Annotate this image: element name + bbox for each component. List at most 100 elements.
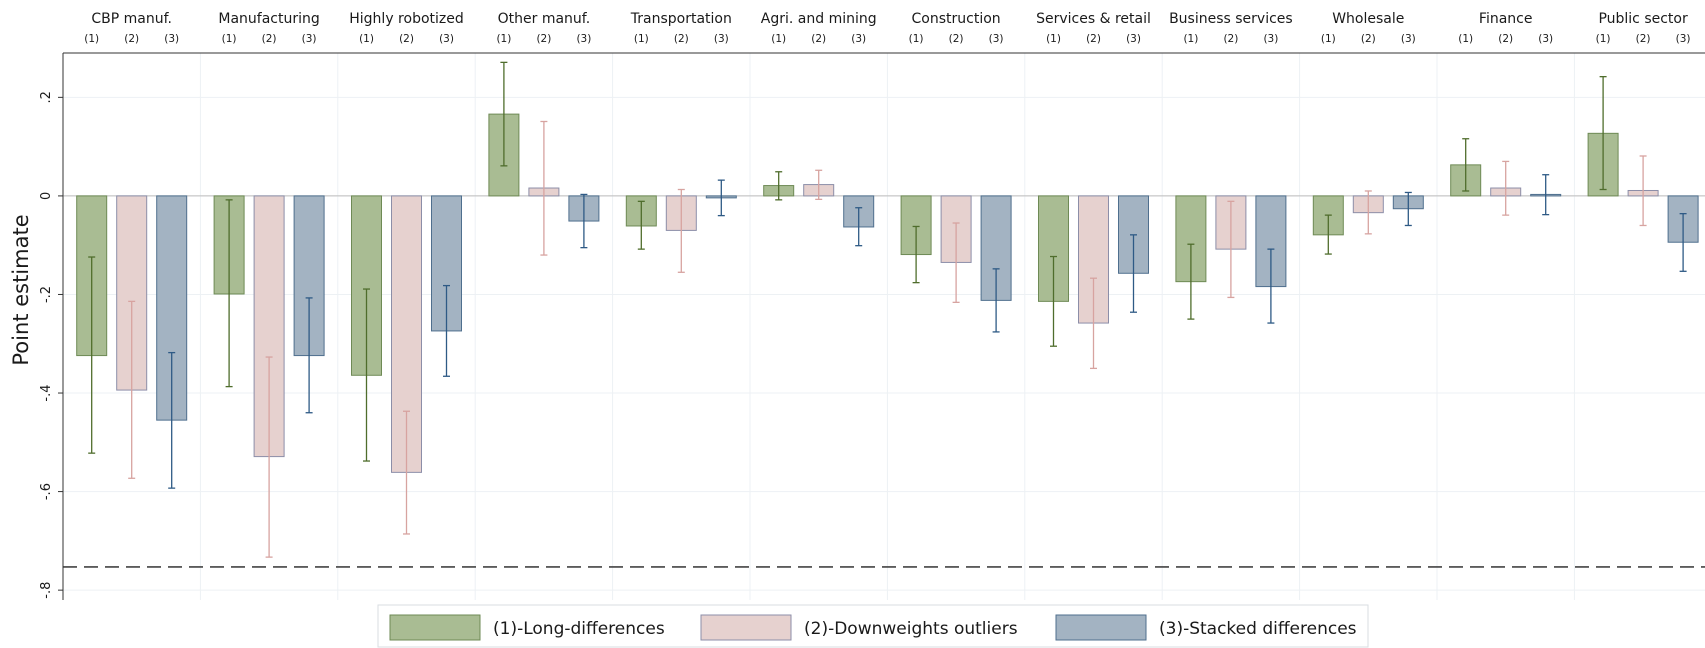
category-label-finance: Finance <box>1479 11 1533 27</box>
spec-label: (3) <box>1126 33 1141 45</box>
error-bar-wholesale-spec2 <box>1364 190 1372 235</box>
y-tick-label: -.4 <box>39 384 54 401</box>
category-label-business-services: Business services <box>1169 11 1293 27</box>
category-label-agri-and-mining: Agri. and mining <box>761 11 877 27</box>
category-label-services-retail: Services & retail <box>1036 11 1151 27</box>
spec-label: (1) <box>222 33 237 45</box>
bars-layer <box>76 61 1699 558</box>
category-label-wholesale: Wholesale <box>1332 11 1404 27</box>
grid-layer <box>63 53 1705 600</box>
y-tick-label: .2 <box>39 91 54 103</box>
error-bar-wholesale-spec3 <box>1404 191 1412 227</box>
spec-label: (1) <box>84 33 99 45</box>
error-bar-cbp-manuf-spec1 <box>88 256 96 454</box>
error-bar-transportation-spec2 <box>677 188 685 273</box>
error-bar-cbp-manuf-spec2 <box>128 300 136 479</box>
error-bar-other-manuf-spec2 <box>540 120 548 256</box>
spec-label: (2) <box>536 33 551 45</box>
spec-label: (1) <box>496 33 511 45</box>
spec-label: (2) <box>124 33 139 45</box>
legend-label-spec2: (2)-Downweights outliers <box>804 619 1018 639</box>
error-bar-highly-robotized-spec3 <box>443 284 450 377</box>
spec-label: (3) <box>302 33 317 45</box>
spec-label: (2) <box>399 33 414 45</box>
spec-label: (3) <box>1676 33 1691 45</box>
error-bar-public-sector-spec2 <box>1639 155 1647 227</box>
legend-box <box>377 604 1369 648</box>
spec-label: (3) <box>714 33 729 45</box>
error-bar-finance-spec2 <box>1502 160 1510 216</box>
spec-label: (1) <box>771 33 786 45</box>
error-bar-business-services-spec1 <box>1187 243 1195 320</box>
y-tick-label: -.8 <box>39 582 54 599</box>
legend-label-spec1: (1)-Long-differences <box>493 619 665 639</box>
error-bar-public-sector-spec1 <box>1599 76 1607 191</box>
error-bar-services-retail-spec2 <box>1090 277 1097 370</box>
error-bar-transportation-spec3 <box>717 179 725 217</box>
spec-label: (1) <box>634 33 649 45</box>
spec-label: (2) <box>674 33 689 45</box>
spec-label: (1) <box>1183 33 1198 45</box>
spec-label: (1) <box>1321 33 1336 45</box>
category-label-cbp-manuf: CBP manuf. <box>91 11 172 27</box>
spec-label: (2) <box>1223 33 1238 45</box>
spec-label: (2) <box>811 33 826 45</box>
category-label-other-manuf: Other manuf. <box>498 11 591 27</box>
spec-label: (2) <box>1086 33 1101 45</box>
spec-label: (1) <box>1046 33 1061 45</box>
error-bar-business-services-spec3 <box>1267 248 1275 324</box>
y-tick-label: -.6 <box>39 483 54 500</box>
y-axis-label: Point estimate <box>9 214 33 365</box>
error-bar-other-manuf-spec3 <box>580 193 588 249</box>
error-bar-agri-and-mining-spec3 <box>855 207 863 247</box>
spec-label: (1) <box>359 33 374 45</box>
error-bar-business-services-spec2 <box>1227 200 1235 299</box>
category-label-construction: Construction <box>912 11 1001 27</box>
spec-label: (3) <box>164 33 179 45</box>
legend: (1)-Long-differences (2)-Downweights outl… <box>377 604 1369 648</box>
spec-label: (2) <box>262 33 277 45</box>
error-bar-manufacturing-spec1 <box>225 199 233 388</box>
error-bar-services-retail-spec1 <box>1050 255 1057 347</box>
spec-label: (3) <box>1401 33 1416 45</box>
error-bar-agri-and-mining-spec2 <box>815 169 823 201</box>
spec-label: (2) <box>1361 33 1376 45</box>
category-label-highly-robotized: Highly robotized <box>349 11 464 27</box>
spec-label: (1) <box>1596 33 1611 45</box>
spec-label: (3) <box>439 33 454 45</box>
error-bar-construction-spec1 <box>912 225 920 284</box>
spec-label: (3) <box>1263 33 1278 45</box>
error-bar-transportation-spec1 <box>637 200 645 250</box>
error-bar-construction-spec2 <box>952 222 960 304</box>
spec-label: (3) <box>1538 33 1553 45</box>
category-label-manufacturing: Manufacturing <box>218 11 319 27</box>
error-bar-construction-spec3 <box>992 268 1000 333</box>
top-labels: CBP manuf. (1) (2) (3) Manufacturing (1) (2) (3… <box>84 11 1690 45</box>
spec-label: (2) <box>1498 33 1513 45</box>
category-label-transportation: Transportation <box>630 11 732 27</box>
spec-label: (3) <box>989 33 1004 45</box>
error-bar-public-sector-spec3 <box>1679 213 1687 272</box>
spec-label: (1) <box>909 33 924 45</box>
legend-swatch-spec3 <box>1055 614 1147 641</box>
error-bar-wholesale-spec1 <box>1324 214 1332 255</box>
axis-layer: .2 0 -.2 -.4 -.6 -.8 <box>39 52 1705 600</box>
spec-label: (2) <box>949 33 964 45</box>
legend-swatch-spec1 <box>389 614 481 641</box>
spec-label: (2) <box>1636 33 1651 45</box>
legend-swatch-spec2 <box>700 614 792 641</box>
reference-line-layer <box>63 195 1705 568</box>
category-label-public-sector: Public sector <box>1598 11 1688 27</box>
error-bar-manufacturing-spec3 <box>305 297 313 414</box>
error-bar-highly-robotized-spec2 <box>403 410 410 535</box>
error-bar-manufacturing-spec2 <box>265 356 273 558</box>
error-bar-finance-spec1 <box>1462 138 1470 192</box>
error-bar-finance-spec3 <box>1542 174 1550 216</box>
error-bar-services-retail-spec3 <box>1130 234 1137 313</box>
spec-label: (3) <box>576 33 591 45</box>
spec-label: (3) <box>851 33 866 45</box>
spec-label: (1) <box>1458 33 1473 45</box>
error-bar-highly-robotized-spec1 <box>363 288 370 462</box>
error-bar-cbp-manuf-spec3 <box>168 351 176 489</box>
